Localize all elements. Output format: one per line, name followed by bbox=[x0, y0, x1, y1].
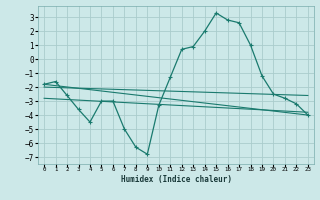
X-axis label: Humidex (Indice chaleur): Humidex (Indice chaleur) bbox=[121, 175, 231, 184]
